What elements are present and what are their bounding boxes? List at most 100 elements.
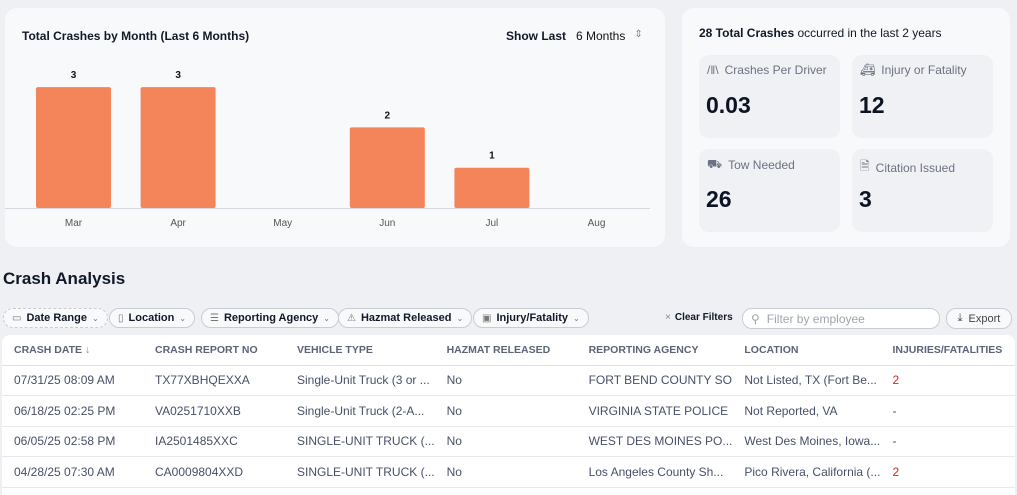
- document-icon: 🗎: [860, 159, 870, 173]
- cell-vehicle-type: Single-Unit Truck (2-A...: [285, 395, 435, 427]
- col-location[interactable]: LOCATION: [732, 335, 881, 366]
- tile-label: Injury or Fatality: [881, 63, 967, 77]
- cell-report-no: CA0009804XXD: [143, 456, 285, 488]
- bar-jun[interactable]: [349, 127, 425, 208]
- cell-vehicle-type: SINGLE-UNIT TRUCK (...: [285, 456, 435, 488]
- col-hazmat[interactable]: HAZMAT RELEASED: [434, 335, 577, 366]
- chevron-updown-icon: ⇕: [634, 29, 643, 40]
- tow-truck-icon: ⛟: [707, 157, 723, 171]
- filter-date-range[interactable]: ▭ Date Range ⌄: [3, 308, 108, 328]
- cell-location: Pico Rivera, California (...: [732, 456, 881, 488]
- cell-location: Not Reported, VA: [732, 395, 881, 427]
- tile-label: Crashes Per Driver: [724, 63, 827, 77]
- filter-injury-fatality[interactable]: ▣ Injury/Fatality ⌄: [473, 308, 589, 328]
- cell-agency: Los Angeles County Sh...: [576, 456, 733, 488]
- x-tick-mar: Mar: [65, 218, 83, 229]
- col-crash-date[interactable]: CRASH DATE ↓: [2, 335, 143, 366]
- cell-injuries: -: [880, 395, 1015, 427]
- tile-label: Citation Issued: [875, 160, 956, 175]
- tile-crashes-per-driver: /‖\ Crashes Per Driver 0.03: [699, 55, 840, 138]
- col-agency[interactable]: REPORTING AGENCY: [576, 335, 733, 366]
- section-title: Crash Analysis: [3, 269, 126, 288]
- range-value: 6 Months: [576, 29, 626, 43]
- chevron-down-icon: ⌄: [456, 313, 464, 323]
- show-last-label: Show Last: [506, 29, 567, 43]
- filter-label: Hazmat Released: [360, 312, 452, 324]
- filter-label: Injury/Fatality: [496, 312, 568, 324]
- close-icon: ×: [665, 312, 671, 323]
- tile-tow-needed: ⛟ Tow Needed 26: [699, 149, 840, 232]
- data-label-jul: 1: [489, 151, 495, 162]
- table-header-row: CRASH DATE ↓ CRASH REPORT NO VEHICLE TYP…: [2, 335, 1015, 366]
- cell-report-no: IA2501485XXC: [143, 426, 285, 457]
- chevron-down-icon: ⌄: [179, 313, 187, 323]
- filter-reporting-agency[interactable]: ☰ Reporting Agency ⌄: [201, 308, 339, 328]
- search-placeholder: Filter by employee: [766, 311, 865, 326]
- bar-jul[interactable]: [454, 167, 530, 208]
- bar-mar[interactable]: [36, 87, 111, 208]
- clear-filters-label: Clear Filters: [674, 312, 733, 323]
- map-icon: ▯: [118, 312, 124, 324]
- cell-hazmat: No: [434, 426, 577, 457]
- col-vehicle-type[interactable]: VEHICLE TYPE: [285, 335, 435, 366]
- x-tick-jul: Jul: [486, 218, 499, 229]
- x-tick-may: May: [273, 218, 292, 229]
- chevron-down-icon: ⌄: [572, 313, 580, 323]
- sort-down-icon: ↓: [84, 343, 91, 356]
- export-button[interactable]: ⤓ Export: [946, 308, 1012, 329]
- download-icon: ⤓: [957, 312, 963, 324]
- ambulance-icon: ▣: [482, 312, 492, 324]
- tile-value: 0.03: [706, 92, 751, 118]
- tile-value: 12: [859, 92, 885, 118]
- filter-label: Reporting Agency: [223, 312, 319, 324]
- table-row[interactable]: 07/31/25 08:09 AM TX77XBHQEXXA Single-Unit…: [2, 365, 1015, 396]
- road-icon: /‖\: [707, 63, 719, 77]
- cell-injuries: -: [880, 426, 1015, 457]
- cell-agency: WEST DES MOINES PO...: [576, 426, 733, 457]
- cell-crash-date: 06/18/25 02:25 PM: [2, 395, 143, 427]
- tile-citation-issued: 🗎 Citation Issued 3: [852, 149, 993, 232]
- crashes-by-month-card: 3 Mar 3 Apr May 2 Jun 1 Jul Aug Total Crashes by …: [5, 8, 665, 247]
- data-label-apr: 3: [175, 70, 181, 81]
- tile-value: 3: [859, 186, 872, 212]
- filter-label: Date Range: [26, 312, 87, 324]
- data-label-mar: 3: [71, 70, 77, 81]
- cell-location: West Des Moines, Iowa...: [732, 426, 881, 457]
- col-report-no[interactable]: CRASH REPORT NO: [143, 335, 285, 366]
- cell-hazmat: No: [434, 395, 577, 427]
- cell-crash-date: 07/31/25 08:09 AM: [2, 365, 143, 396]
- x-tick-apr: Apr: [170, 218, 186, 229]
- x-tick-aug: Aug: [588, 218, 606, 229]
- ambulance-icon: 🚑︎: [860, 63, 876, 77]
- cell-agency: FORT BEND COUNTY SO: [576, 365, 733, 396]
- list-icon: ☰: [210, 312, 219, 324]
- bar-apr[interactable]: [140, 87, 216, 208]
- range-select[interactable]: 6 Months ⇕: [576, 29, 643, 43]
- cell-crash-date: 06/05/25 02:58 PM: [2, 426, 143, 457]
- clear-filters-button[interactable]: × Clear Filters: [665, 312, 733, 323]
- table-row[interactable]: 04/28/25 07:30 AM CA0009804XXD SINGLE-UNIT…: [2, 456, 1015, 488]
- cell-vehicle-type: Single-Unit Truck (3 or ...: [285, 365, 435, 396]
- cell-hazmat: No: [434, 456, 577, 488]
- filter-location[interactable]: ▯ Location ⌄: [109, 308, 196, 328]
- cell-report-no: TX77XBHQEXXA: [143, 365, 285, 396]
- table-row[interactable]: 06/18/25 02:25 PM VA0251710XXB Single-Unit…: [2, 395, 1015, 427]
- chevron-down-icon: ⌄: [91, 313, 99, 323]
- col-injuries[interactable]: INJURIES/FATALITIES: [880, 335, 1015, 366]
- filter-hazmat-released[interactable]: ⚠ Hazmat Released ⌄: [338, 308, 473, 328]
- stats-headline: 28 Total Crashes occurred in the last 2 …: [699, 26, 942, 40]
- cell-agency: VIRGINIA STATE POLICE: [576, 395, 733, 427]
- cell-location: Not Listed, TX (Fort Be...: [732, 365, 881, 396]
- x-tick-jun: Jun: [379, 218, 395, 229]
- tile-value: 26: [706, 186, 732, 212]
- chevron-down-icon: ⌄: [323, 313, 330, 323]
- export-label: Export: [968, 312, 1001, 325]
- crash-table: CRASH DATE ↓ CRASH REPORT NO VEHICLE TYP…: [2, 335, 1015, 488]
- calendar-icon: ▭: [12, 312, 22, 324]
- search-icon: ⚲: [751, 311, 760, 326]
- tile-label: Tow Needed: [728, 158, 795, 172]
- cell-injuries: 2: [880, 365, 1015, 396]
- table-row[interactable]: 06/05/25 02:58 PM IA2501485XXC SINGLE-UNIT…: [2, 426, 1015, 457]
- data-label-jun: 2: [385, 110, 391, 121]
- employee-search[interactable]: ⚲ Filter by employee: [742, 308, 940, 329]
